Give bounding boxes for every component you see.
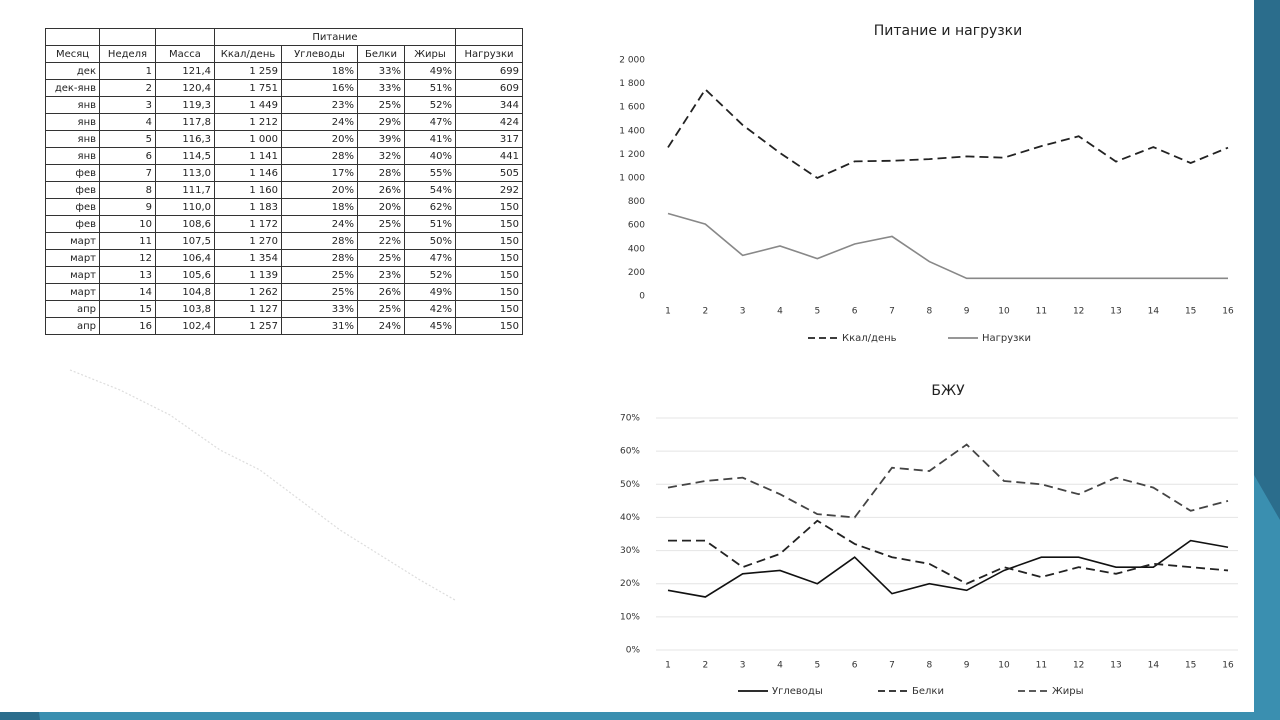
x-tick-label: 13 [1110, 307, 1121, 317]
chart-title: Питание и нагрузки [874, 23, 1022, 39]
table-row: фев 7 113,0 1 146 17% 28% 55% 505 [45, 164, 523, 182]
x-tick-label: 10 [998, 307, 1010, 317]
x-tick-label: 13 [1110, 661, 1121, 671]
y-tick-label: 200 [628, 268, 645, 278]
x-tick-label: 4 [777, 661, 783, 671]
legend-label: Ккал/день [842, 333, 897, 344]
table-cell: 16 [99, 317, 156, 335]
y-tick-label: 0 [639, 292, 645, 302]
y-tick-label: 400 [628, 244, 645, 254]
y-tick-label: 1 000 [619, 174, 645, 184]
slide-page [0, 0, 30, 420]
table-row: фев 9 110,0 1 183 18% 20% 62% 150 [45, 198, 523, 216]
x-tick-label: 5 [814, 307, 820, 317]
faint-chart-line [69, 369, 456, 601]
x-tick-label: 15 [1185, 307, 1196, 317]
x-tick-label: 8 [926, 661, 932, 671]
x-tick-label: 8 [926, 307, 932, 317]
x-tick-label: 16 [1222, 307, 1234, 317]
x-tick-label: 5 [814, 661, 820, 671]
x-tick-label: 7 [889, 661, 895, 671]
table-cell: апр [45, 317, 100, 335]
table-row: фев 8 111,7 1 160 20% 26% 54% 292 [45, 181, 523, 199]
x-tick-label: 1 [665, 661, 671, 671]
data-line [667, 539, 1229, 598]
legend-label: Углеводы [772, 686, 823, 697]
x-tick-label: 1 [665, 307, 671, 317]
table-cell: 150 [455, 317, 523, 335]
group-header-row: Питание [45, 28, 523, 46]
table-cell: 24% [357, 317, 405, 335]
x-tick-label: 14 [1148, 661, 1160, 671]
table-body: Питание Месяц Неделя Масса Ккал/день Углевод… [45, 28, 523, 335]
x-tick-label: 9 [964, 307, 970, 317]
y-tick-label: 800 [628, 197, 645, 207]
data-line [667, 87, 1229, 180]
table-row: март 12 106,4 1 354 28% 25% 47% 150 [45, 249, 523, 267]
chart-title: БЖУ [931, 383, 965, 399]
x-tick-label: 3 [740, 307, 746, 317]
x-tick-label: 4 [777, 307, 783, 317]
legend-label: Жиры [1052, 686, 1084, 697]
y-tick-label: 50% [620, 480, 640, 490]
y-tick-label: 20% [620, 579, 640, 589]
x-tick-label: 6 [852, 661, 858, 671]
y-tick-label: 1 400 [619, 126, 645, 136]
table-row: дек 1 121,4 1 259 18% 33% 49% 699 [45, 62, 523, 80]
y-tick-label: 60% [620, 447, 640, 457]
y-tick-label: 600 [628, 221, 645, 231]
x-tick-label: 11 [1036, 307, 1047, 317]
x-tick-label: 9 [964, 661, 970, 671]
x-tick-label: 16 [1222, 661, 1234, 671]
y-tick-label: 1 200 [619, 150, 645, 160]
y-tick-label: 30% [620, 546, 640, 556]
table-row: март 11 107,5 1 270 28% 22% 50% 150 [45, 232, 523, 250]
x-tick-label: 12 [1073, 307, 1084, 317]
x-tick-label: 11 [1036, 661, 1047, 671]
data-line [667, 212, 1228, 280]
y-tick-label: 1 800 [619, 79, 645, 89]
table-row: март 13 105,6 1 139 25% 23% 52% 150 [45, 266, 523, 284]
table-row: апр 15 103,8 1 127 33% 25% 42% 150 [45, 300, 523, 318]
x-tick-label: 7 [889, 307, 895, 317]
x-tick-label: 10 [998, 661, 1010, 671]
x-tick-label: 12 [1073, 661, 1084, 671]
data-line [667, 443, 1229, 519]
y-tick-label: 70% [620, 414, 640, 424]
table-row: апр 16 102,4 1 257 31% 24% 45% 150 [45, 317, 523, 335]
y-tick-label: 1 600 [619, 103, 645, 113]
x-tick-label: 6 [852, 307, 858, 317]
data-line [668, 519, 1229, 585]
x-tick-label: 2 [702, 307, 708, 317]
table-cell: 1 257 [214, 317, 282, 335]
legend-label: Белки [912, 686, 944, 697]
table-row: янв 3 119,3 1 449 23% 25% 52% 344 [45, 96, 523, 114]
x-tick-label: 2 [702, 661, 708, 671]
x-tick-label: 3 [740, 661, 746, 671]
y-tick-label: 2 000 [619, 56, 645, 66]
table-row: янв 5 116,3 1 000 20% 39% 41% 317 [45, 130, 523, 148]
y-tick-label: 0% [626, 646, 641, 656]
y-tick-label: 40% [620, 513, 640, 523]
y-tick-label: 10% [620, 612, 640, 622]
x-tick-label: 15 [1185, 661, 1196, 671]
x-tick-label: 14 [1148, 307, 1160, 317]
legend-label: Нагрузки [982, 333, 1031, 344]
data-table: Питание Месяц Неделя Масса Ккал/день Углевод… [45, 28, 523, 335]
